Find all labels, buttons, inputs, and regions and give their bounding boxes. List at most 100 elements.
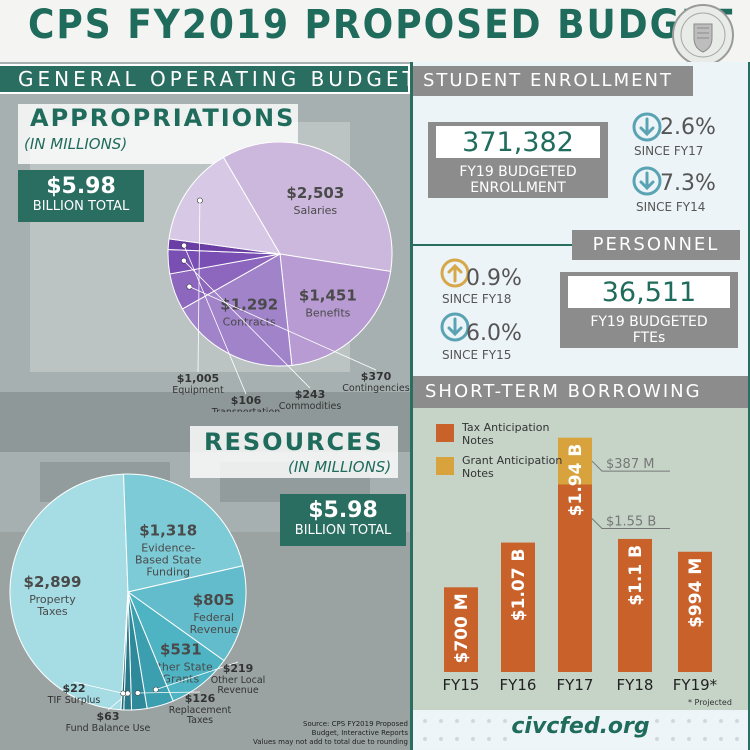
student-enrollment-heading: STUDENT ENROLLMENT	[423, 70, 673, 91]
enrollment-stat1-label: SINCE FY17	[634, 144, 704, 158]
pie-category-label: Revenue	[217, 685, 259, 696]
pie-value-label: $106	[231, 394, 262, 407]
pie-category-label: Federal	[193, 611, 234, 624]
bar-data-label: $1.07 B	[509, 549, 529, 622]
legend-tan-line2: Notes	[462, 434, 494, 447]
borrowing-header: SHORT-TERM BORROWING	[411, 376, 750, 408]
bar-data-label: $700 M	[452, 593, 472, 663]
pie-category-label: Salaries	[294, 204, 338, 217]
x-tick-label: FY15	[443, 676, 480, 694]
pie-value-label: $2,503	[286, 184, 344, 202]
pie-category-label: Grants	[162, 673, 199, 686]
enrollment-label: FY19 BUDGETED ENROLLMENT	[428, 164, 608, 196]
pie-value-label: $1,451	[299, 286, 357, 304]
seal-icon	[672, 4, 734, 66]
bar-data-label: $1.1 B	[626, 545, 646, 606]
arrow-up-icon	[440, 258, 470, 288]
source-line-2: Budget, Interactive Reports	[311, 729, 408, 737]
legend-swatch-tan	[436, 424, 454, 442]
general-operating-budget-label: GENERAL OPERATING BUDGET	[18, 67, 419, 91]
website-link[interactable]: civcfed.org	[511, 714, 650, 739]
pie-value-label: $805	[193, 591, 235, 609]
pie-value-label: $219	[223, 662, 254, 675]
personnel-label-line2: FTEs	[632, 330, 666, 346]
personnel-divider	[413, 244, 573, 246]
callout-leader-gan	[591, 460, 670, 472]
personnel-stat2-label: SINCE FY15	[442, 348, 512, 362]
personnel-heading: PERSONNEL	[592, 234, 720, 255]
bar-data-label: $1.94 B	[566, 444, 586, 517]
legend-gan-label: Grant Anticipation Notes	[462, 454, 562, 480]
personnel-label: FY19 BUDGETED FTEs	[560, 314, 738, 346]
general-operating-budget-band: GENERAL OPERATING BUDGET	[0, 64, 415, 94]
callout-gan: $387 M	[606, 457, 654, 472]
enrollment-value: 371,382	[462, 127, 574, 158]
projected-note: * Projected	[688, 698, 732, 707]
panel-divider-vertical	[410, 62, 413, 750]
personnel-stat1-label: SINCE FY18	[442, 292, 512, 306]
legend-gan-line1: Grant Anticipation	[462, 454, 563, 467]
pie-leader-line	[183, 260, 311, 389]
pie-value-label: $243	[295, 388, 326, 401]
arrow-down-icon	[632, 166, 662, 196]
callout-tan: $1.55 B	[606, 514, 656, 529]
page-title: CPS FY2019 PROPOSED BUDGET	[28, 2, 735, 48]
bar-tax-anticipation-fy19	[678, 551, 712, 672]
pie-value-label: $1,292	[220, 296, 278, 314]
pie-category-label: Benefits	[305, 306, 350, 319]
pie-category-label: Equipment	[172, 385, 224, 396]
bar-data-label: $994 M	[686, 558, 706, 628]
x-tick-label: FY18	[617, 676, 654, 694]
callout-leader-tan	[591, 518, 670, 529]
legend-tan-line1: Tax Anticipation	[462, 421, 550, 434]
appropriations-total-label: BILLION TOTAL	[32, 199, 130, 214]
pie-category-label: Other State	[149, 661, 213, 674]
pie-category-label: TIF Surplus	[47, 695, 101, 706]
pie-category-label: Contingencies	[342, 383, 409, 394]
borrowing-bar-chart: $700 M FY15 $1.07 B FY16 $1.94 B FY17 $1.1 B FY…	[443, 437, 718, 694]
x-tick-label: FY16	[500, 676, 537, 694]
resources-heading: RESOURCES	[204, 428, 384, 456]
pie-category-label: Taxes	[36, 605, 68, 618]
appropriations-heading: APPROPRIATIONS	[30, 104, 296, 132]
pie-leader-line	[197, 200, 201, 373]
pie-leader-line	[155, 661, 239, 690]
enrollment-stat2-label: SINCE FY14	[636, 200, 706, 214]
pie-slice-evidence-based-state-funding	[123, 473, 244, 593]
pie-value-label: $63	[97, 710, 120, 723]
enrollment-label-line2: ENROLLMENT	[470, 180, 566, 196]
resources-heading-box	[190, 426, 398, 478]
bar-tax-anticipation-fy16	[501, 542, 535, 672]
appropriations-total-box: $5.98 BILLION TOTAL	[18, 170, 144, 222]
personnel-stat2-value: 6.0%	[466, 321, 522, 346]
x-tick-label: FY17	[557, 676, 594, 694]
pie-category-label: Commodities	[279, 401, 342, 412]
pie-slice-tif-surplus	[120, 591, 129, 711]
pie-leader-line	[73, 681, 124, 694]
pie-category-label: Transportation	[211, 407, 281, 412]
pie-category-label: Evidence-	[141, 542, 195, 555]
pie-slice-federal-revenue	[126, 565, 247, 662]
pie-category-label: Funding	[146, 566, 190, 579]
pie-value-label: $1,318	[139, 522, 197, 540]
enrollment-stat2-value: 7.3%	[660, 171, 716, 196]
enrollment-label-line1: FY19 BUDGETED	[459, 164, 577, 180]
pie-value-label: $531	[160, 641, 202, 659]
footer-pattern	[423, 719, 739, 741]
resources-pie-chart: $2,899PropertyTaxes$1,318Evidence-Based …	[9, 473, 266, 734]
appropriations-pie-chart: $2,503Salaries$1,451Benefits$1,292Contra…	[167, 142, 410, 412]
personnel-value: 36,511	[601, 277, 697, 308]
bar-tax-anticipation-fy15	[444, 587, 478, 672]
pie-slice-property-taxes	[9, 473, 129, 711]
pie-category-label: Based State	[135, 554, 202, 567]
legend-swatch-gan	[436, 457, 454, 475]
pie-category-label: Property	[29, 593, 76, 606]
resources-subheading: (IN MILLIONS)	[288, 458, 392, 476]
pie-category-label: Other Local	[211, 675, 266, 686]
source-line-3: Values may not add to total due to round…	[253, 738, 408, 746]
student-enrollment-header: STUDENT ENROLLMENT	[413, 66, 693, 96]
pie-value-label: $22	[63, 682, 86, 695]
pie-category-label: Revenue	[190, 623, 238, 636]
pie-category-label: Replacement	[169, 705, 232, 716]
